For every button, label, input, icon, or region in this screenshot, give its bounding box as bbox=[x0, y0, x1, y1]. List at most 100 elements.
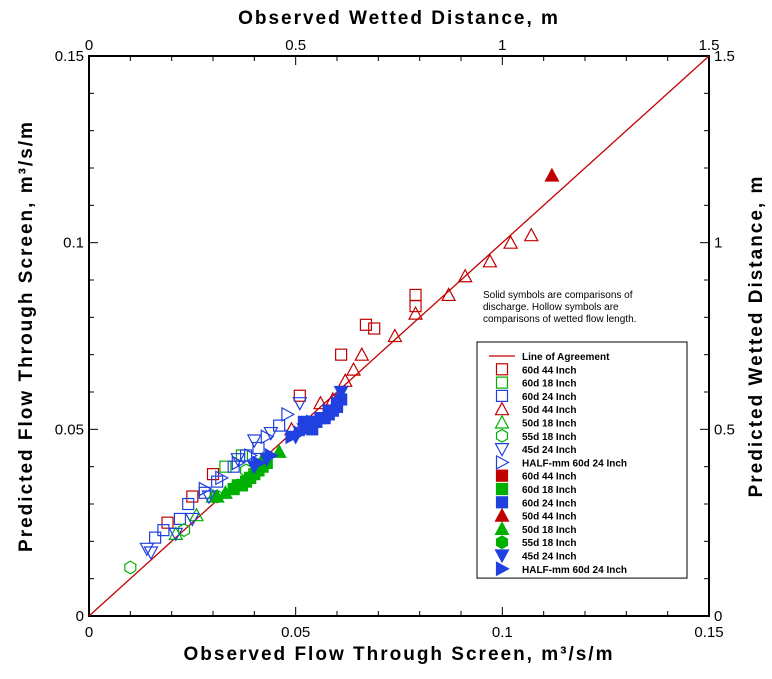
x2-tick-label: 0 bbox=[85, 37, 93, 54]
data-point bbox=[457, 268, 473, 283]
data-point bbox=[161, 516, 174, 529]
data-point bbox=[285, 429, 300, 445]
legend-label: 60d 18 Inch bbox=[522, 485, 576, 496]
data-point bbox=[231, 478, 244, 493]
data-point bbox=[157, 524, 170, 537]
data-point bbox=[264, 447, 279, 463]
y-axis-title: Predicted Flow Through Screen, m³/s/m bbox=[16, 120, 37, 552]
data-point bbox=[206, 468, 220, 481]
legend-label: 45d 24 Inch bbox=[522, 552, 576, 563]
y2-tick-label: 0.5 bbox=[714, 421, 735, 438]
legend-label: 60d 44 Inch bbox=[522, 472, 576, 483]
y2-tick-label: 1.5 bbox=[714, 48, 735, 65]
data-point bbox=[178, 523, 191, 538]
data-point bbox=[184, 512, 200, 527]
data-point bbox=[186, 490, 199, 503]
data-point bbox=[335, 348, 348, 361]
plot-frame bbox=[88, 55, 710, 617]
data-point bbox=[168, 527, 184, 542]
data-point bbox=[409, 300, 422, 313]
data-point bbox=[211, 475, 224, 488]
data-point bbox=[273, 419, 286, 432]
data-point bbox=[215, 470, 230, 486]
data-point bbox=[293, 389, 306, 402]
x2-tick-label: 0.5 bbox=[285, 37, 306, 54]
x2-tick-label: 1 bbox=[498, 37, 506, 54]
legend-box bbox=[476, 341, 688, 579]
data-point bbox=[227, 460, 240, 473]
x-tick-label: 0.1 bbox=[492, 624, 513, 641]
data-point bbox=[252, 441, 265, 455]
data-point bbox=[482, 253, 498, 268]
legend-marker bbox=[494, 443, 510, 457]
annotation-text: discharge. Hollow symbols are bbox=[483, 302, 619, 313]
data-point bbox=[333, 385, 349, 400]
legend-label: 50d 18 Inch bbox=[522, 525, 576, 536]
data-point bbox=[292, 397, 308, 411]
legend-marker bbox=[495, 363, 509, 376]
data-point bbox=[143, 546, 159, 561]
legend-marker bbox=[495, 535, 509, 550]
data-point bbox=[359, 318, 373, 331]
y-tick-label: 0 bbox=[76, 608, 84, 625]
legend: Solid symbols are comparisons ofdischarg… bbox=[476, 290, 688, 579]
legend-label: HALF-mm 60d 24 Inch bbox=[522, 565, 627, 576]
data-point bbox=[408, 305, 424, 320]
data-point bbox=[124, 560, 137, 575]
data-point bbox=[293, 425, 308, 441]
axes: 0 0.05 0.1 0.150 0.5 1 1.500.050.10.1500.511.5… bbox=[16, 8, 767, 665]
data-point bbox=[544, 167, 560, 182]
data-point bbox=[312, 395, 328, 410]
y-tick-label: 0.15 bbox=[55, 48, 84, 65]
legend-label: 50d 44 Inch bbox=[522, 405, 576, 416]
legend-marker bbox=[495, 376, 509, 389]
legend-marker bbox=[494, 414, 510, 429]
data-point bbox=[217, 485, 233, 499]
data-points bbox=[88, 55, 710, 617]
x-axis-title: Observed Flow Through Screen, m³/s/m bbox=[184, 644, 615, 665]
data-point bbox=[173, 512, 187, 526]
annotation-text: Solid symbols are comparisons of bbox=[483, 290, 633, 301]
data-point bbox=[346, 361, 362, 376]
x-tick-label: 0 bbox=[85, 624, 93, 641]
x2-axis-title: Observed Wetted Distance, m bbox=[238, 8, 560, 29]
legend-marker bbox=[494, 521, 510, 536]
legend-marker bbox=[495, 389, 509, 402]
legend-marker bbox=[494, 507, 510, 522]
legend-label: 55d 18 Inch bbox=[522, 538, 576, 549]
y2-tick-label: 1 bbox=[714, 235, 722, 252]
data-point bbox=[368, 322, 381, 335]
data-point bbox=[354, 346, 370, 361]
data-point bbox=[306, 414, 320, 430]
legend-label: Line of Agreement bbox=[522, 352, 610, 363]
x-tick-label: 0.05 bbox=[281, 624, 310, 641]
legend-marker bbox=[494, 549, 510, 564]
legend-label: 60d 18 Inch bbox=[522, 379, 576, 390]
data-point bbox=[198, 481, 213, 497]
data-point bbox=[387, 328, 403, 343]
annotation-text: comparisons of wetted flow length. bbox=[483, 314, 636, 325]
data-point bbox=[139, 542, 155, 557]
legend-marker bbox=[495, 561, 510, 577]
legend-label: 60d 44 Inch bbox=[522, 365, 576, 376]
y2-tick-label: 0 bbox=[714, 608, 722, 625]
legend-marker bbox=[495, 469, 509, 482]
data-point bbox=[260, 429, 275, 445]
legend-label: HALF-mm 60d 24 Inch bbox=[522, 458, 627, 469]
data-point bbox=[281, 406, 296, 422]
y2-axis-title: Predicted Wetted Distance, m bbox=[746, 175, 767, 498]
legend-marker bbox=[495, 482, 509, 496]
data-point bbox=[322, 403, 337, 419]
data-point bbox=[244, 447, 258, 463]
data-point bbox=[230, 453, 246, 467]
data-point bbox=[523, 227, 539, 242]
legend-marker bbox=[495, 496, 509, 509]
legend-label: 50d 18 Inch bbox=[522, 419, 576, 430]
legend-label: 60d 24 Inch bbox=[522, 498, 576, 509]
data-point bbox=[231, 455, 246, 471]
x2-tick-label: 1.5 bbox=[699, 37, 720, 54]
data-point bbox=[149, 531, 162, 544]
data-point bbox=[201, 490, 217, 505]
data-point bbox=[252, 455, 267, 471]
